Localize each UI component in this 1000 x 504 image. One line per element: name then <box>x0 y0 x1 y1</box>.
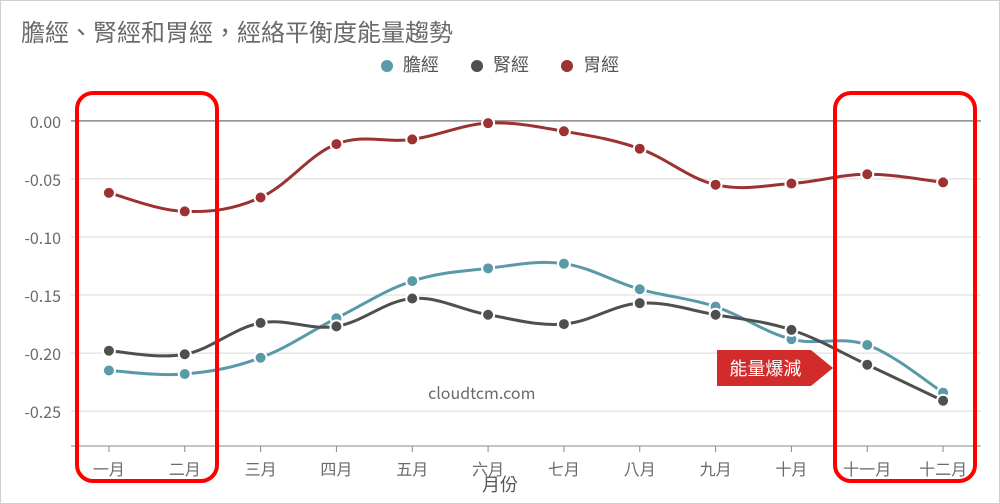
legend-label-1: 腎經 <box>493 51 529 77</box>
y-tick-label: -0.15 <box>7 283 61 307</box>
legend-marker-1 <box>471 60 483 72</box>
watermark: cloudtcm.com <box>428 380 535 404</box>
y-tick-label: -0.20 <box>7 341 61 365</box>
x-tick-label: 一月 <box>93 456 125 480</box>
x-tick-label: 十月 <box>775 456 807 480</box>
y-tick-label: 0.00 <box>7 109 61 133</box>
x-tick-label: 八月 <box>624 456 656 480</box>
legend: 膽經 腎經 胃經 <box>1 51 999 77</box>
callout-arrowhead <box>811 350 833 386</box>
callout-text: 能量爆減 <box>717 350 811 386</box>
x-tick-label: 十二月 <box>919 456 967 480</box>
legend-marker-2 <box>561 60 573 72</box>
chart-title: 膽經、腎經和胃經，經絡平衡度能量趨勢 <box>21 13 453 48</box>
x-tick-label: 二月 <box>169 456 201 480</box>
legend-item-1: 腎經 <box>471 51 529 77</box>
chart-container: 膽經、腎經和胃經，經絡平衡度能量趨勢 膽經 腎經 胃經 月份 cloudtcm.… <box>0 0 1000 504</box>
x-tick-label: 四月 <box>320 456 352 480</box>
legend-item-0: 膽經 <box>381 51 439 77</box>
legend-marker-0 <box>381 60 393 72</box>
x-tick-label: 七月 <box>548 456 580 480</box>
legend-label-0: 膽經 <box>403 51 439 77</box>
y-tick-label: -0.25 <box>7 399 61 423</box>
x-tick-label: 九月 <box>700 456 732 480</box>
legend-label-2: 胃經 <box>583 51 619 77</box>
x-tick-label: 三月 <box>245 456 277 480</box>
y-tick-label: -0.05 <box>7 167 61 191</box>
x-tick-label: 五月 <box>396 456 428 480</box>
x-tick-label: 六月 <box>472 456 504 480</box>
callout-arrow-label: 能量爆減 <box>717 350 833 386</box>
legend-item-2: 胃經 <box>561 51 619 77</box>
x-tick-label: 十一月 <box>843 456 891 480</box>
y-tick-label: -0.10 <box>7 225 61 249</box>
